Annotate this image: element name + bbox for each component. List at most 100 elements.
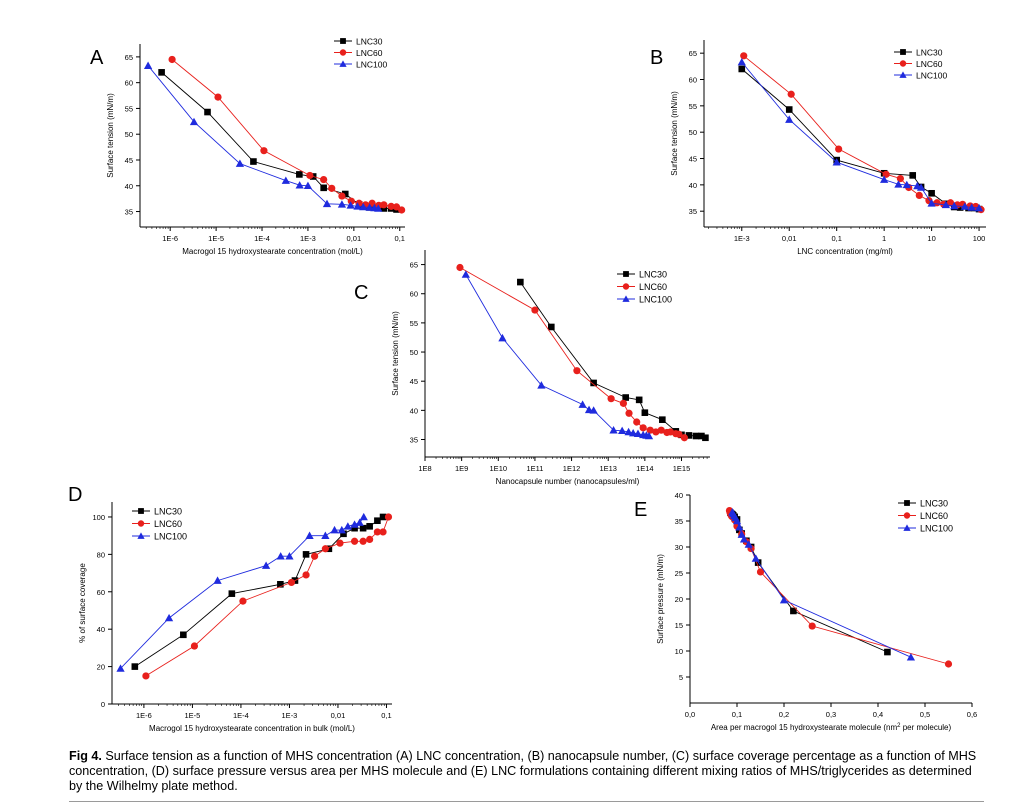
series-line: [171, 59, 402, 211]
data-point: [303, 181, 313, 190]
data-point: [517, 278, 524, 286]
legend-label: LNC60: [639, 282, 667, 292]
y-tick-label: 35: [410, 436, 418, 445]
data-point: [625, 409, 633, 417]
x-tick-label: 1E8: [418, 464, 431, 473]
data-point: [387, 202, 395, 210]
x-tick-label: 1E9: [455, 464, 468, 473]
x-tick-label: 0,01: [331, 711, 346, 720]
data-point: [744, 540, 753, 548]
y-tick-label: 65: [125, 53, 133, 62]
data-point: [685, 432, 693, 439]
data-point: [353, 202, 362, 210]
x-axis-label: Area per macrogol 15 hydroxystearate mol…: [711, 723, 952, 732]
data-point: [785, 106, 793, 113]
data-point: [250, 158, 257, 165]
data-point: [204, 108, 211, 116]
data-point: [168, 55, 176, 64]
data-point: [622, 394, 629, 401]
data-point: [548, 323, 555, 331]
data-point: [341, 190, 349, 198]
panel-a: 1E-6 1E-5 1E-4 1E-3 0,01 0,1 35 40 45 50 55 60 65 Mac…: [90, 37, 406, 256]
data-point: [338, 192, 346, 200]
y-tick-label: 20: [97, 663, 105, 672]
data-point: [158, 69, 165, 76]
data-point: [635, 396, 643, 404]
y-tick-label: 10: [675, 647, 683, 656]
data-point: [398, 206, 406, 214]
x-tick-label: 0,3: [826, 710, 836, 719]
y-axis-label: % of surface coverage: [78, 563, 87, 643]
y-tick-label: 0: [101, 700, 105, 709]
data-point: [702, 434, 709, 442]
y-tick-label: 50: [689, 128, 697, 137]
data-point: [790, 607, 797, 615]
legend-marker: [137, 532, 145, 539]
y-tick-label: 60: [689, 76, 697, 85]
legend-label: LNC100: [920, 524, 953, 534]
data-point: [680, 434, 688, 442]
x-tick-label: 0,4: [873, 710, 883, 719]
data-point: [384, 513, 393, 521]
data-point: [624, 427, 633, 436]
legend-marker: [137, 520, 145, 527]
data-point: [738, 65, 746, 73]
x-tick-label: 0,1: [831, 234, 841, 243]
x-tick-label: 1E10: [490, 464, 508, 473]
data-point: [306, 171, 314, 180]
data-point: [740, 52, 748, 60]
data-point: [692, 432, 700, 440]
legend-marker: [899, 60, 907, 67]
data-point: [261, 561, 271, 569]
series-lnc60: [456, 263, 688, 442]
data-point: [340, 530, 347, 538]
data-point: [739, 535, 749, 543]
data-point: [779, 595, 789, 604]
data-point: [894, 180, 903, 188]
data-point: [337, 200, 347, 208]
y-tick-label: 50: [410, 348, 418, 357]
legend-marker: [340, 38, 346, 44]
x-tick-label: 0,1: [381, 711, 391, 720]
legend-marker: [622, 283, 630, 290]
data-point: [320, 175, 328, 184]
legend-marker: [622, 295, 630, 302]
data-point: [380, 201, 388, 209]
data-point: [366, 535, 374, 544]
data-point: [359, 537, 367, 545]
data-point: [880, 175, 889, 183]
data-point: [359, 512, 368, 521]
x-tick-label: 0,6: [967, 710, 977, 719]
legend-label: LNC100: [356, 60, 387, 70]
x-tick-label: 1E-4: [254, 234, 270, 243]
panel-letter: D: [68, 484, 82, 506]
panel-letter: E: [634, 499, 647, 521]
data-point: [296, 171, 303, 178]
data-point: [531, 306, 539, 314]
data-point: [915, 191, 923, 199]
data-point: [321, 531, 330, 539]
data-point: [213, 576, 222, 584]
y-tick-label: 40: [675, 491, 683, 500]
data-point: [785, 115, 794, 123]
x-tick-label: 1: [882, 234, 886, 243]
y-tick-label: 55: [689, 102, 697, 111]
series-line: [147, 65, 379, 209]
panel-b: 1E-3 0,01 0,1 1 10 100 35 40 45 50 55 60 65 LNC conce…: [650, 40, 986, 256]
panel-letter: C: [354, 282, 368, 304]
data-point: [751, 554, 760, 562]
data-point: [366, 523, 373, 530]
legend-label: LNC100: [154, 532, 187, 542]
x-tick-label: 100: [973, 234, 986, 243]
legend-label: LNC30: [639, 270, 667, 280]
data-point: [350, 537, 359, 545]
legend-label: LNC100: [639, 295, 672, 305]
y-tick-label: 40: [410, 406, 418, 415]
series-lnc30: [158, 69, 400, 213]
data-point: [896, 174, 904, 183]
data-point: [644, 431, 654, 440]
data-point: [909, 172, 917, 179]
data-point: [351, 524, 358, 532]
x-tick-label: 1E15: [673, 464, 691, 473]
